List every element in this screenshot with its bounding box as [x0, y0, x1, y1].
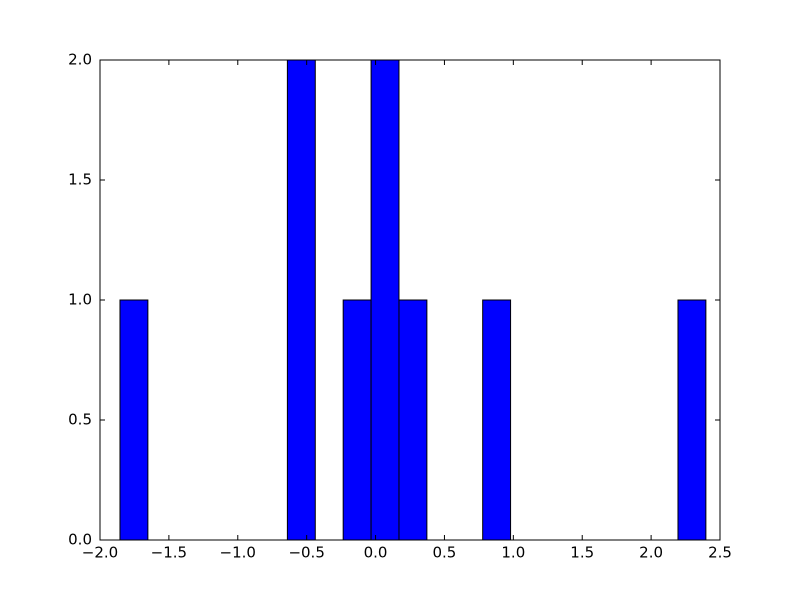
bar	[370, 59, 400, 541]
x-tick-label: 1.5	[570, 544, 594, 562]
y-tick-label: 0.0	[68, 531, 92, 549]
bar	[482, 299, 512, 541]
bar	[286, 59, 316, 541]
y-tick-label: 1.5	[68, 171, 92, 189]
bar	[119, 299, 149, 541]
x-tick-label: 2.5	[708, 544, 732, 562]
y-tick-label: 0.5	[68, 411, 92, 429]
x-tick-label: 1.0	[501, 544, 525, 562]
x-tick-label: −1.0	[220, 544, 256, 562]
x-tick-label: −0.5	[288, 544, 324, 562]
x-tick-label: −1.5	[151, 544, 187, 562]
x-tick-label: 0.5	[433, 544, 457, 562]
bar	[677, 299, 707, 541]
x-tick-label: 2.0	[639, 544, 663, 562]
y-tick-label: 2.0	[68, 51, 92, 69]
bar	[398, 299, 428, 541]
y-tick-label: 1.0	[68, 291, 92, 309]
bar	[342, 299, 372, 541]
x-tick-label: 0.0	[364, 544, 388, 562]
x-tick-label: −2.0	[82, 544, 118, 562]
